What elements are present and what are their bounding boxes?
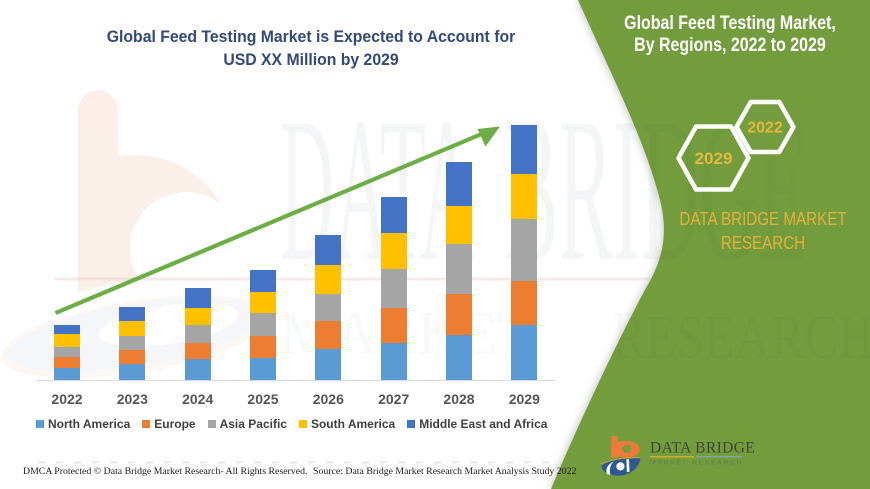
svg-text:2022: 2022 (747, 119, 783, 136)
svg-text:DATA: DATA (280, 75, 474, 304)
svg-text:2029: 2029 (695, 149, 733, 168)
svg-text:DATA BRIDGE: DATA BRIDGE (650, 440, 755, 457)
svg-text:MARKET RESEARCH: MARKET RESEARCH (650, 460, 743, 467)
svg-text:RESEARCH: RESEARCH (612, 304, 870, 372)
